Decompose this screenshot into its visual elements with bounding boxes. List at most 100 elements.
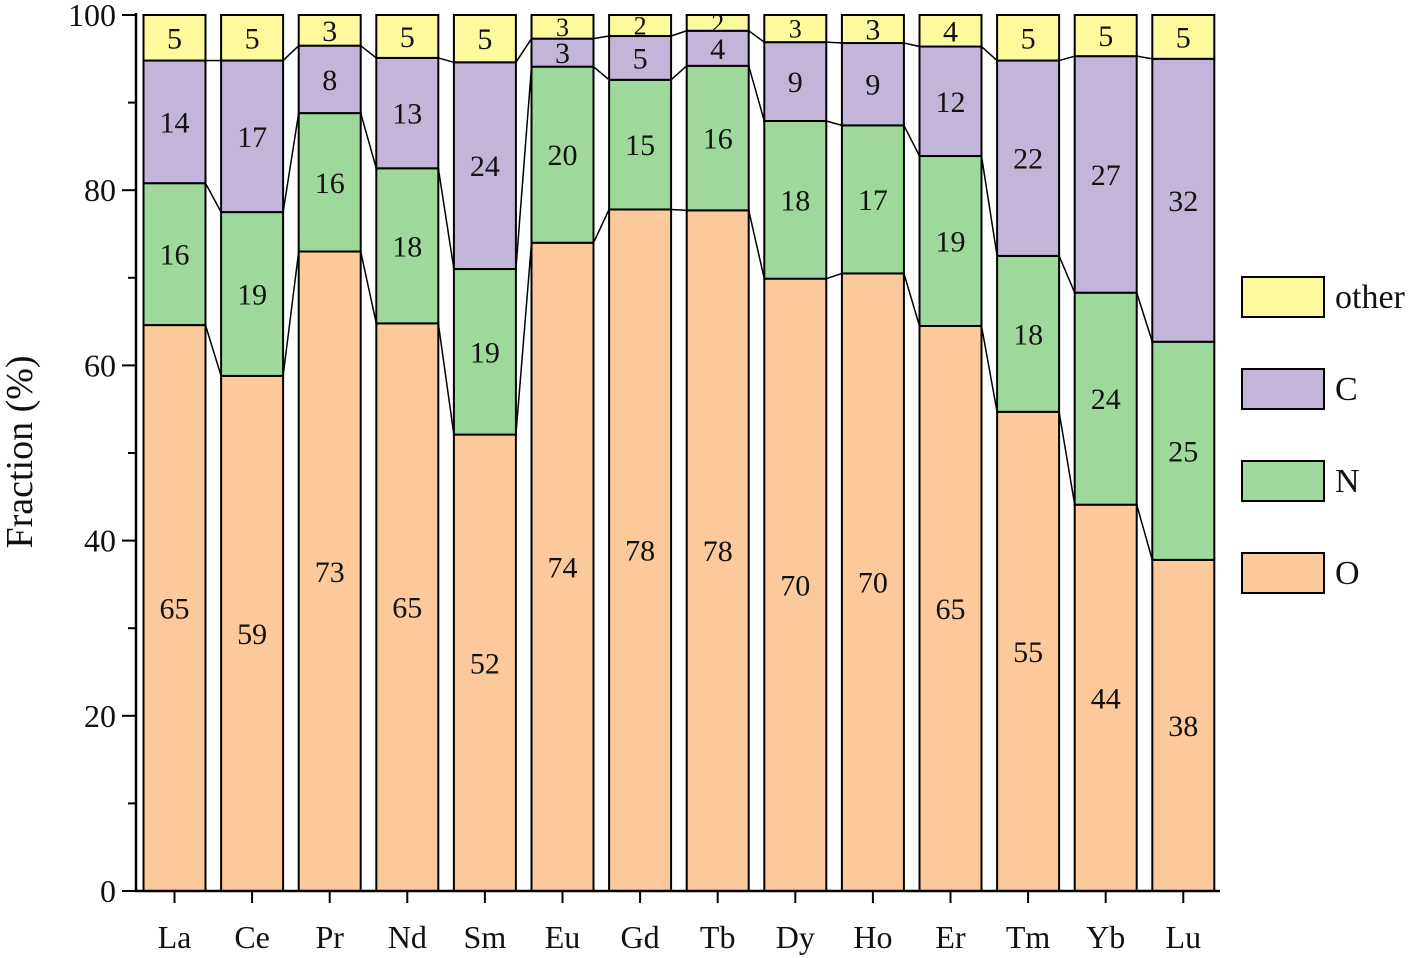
data-label-C-Tb: 4 — [710, 33, 725, 66]
bar-segment-O-Sm — [452, 433, 517, 892]
connector-C-Er-Tm — [980, 45, 998, 62]
bar-segment-O-Gd — [608, 208, 673, 893]
y-tick-labels: 0 20 40 60 80 100 — [68, 0, 116, 909]
data-label-N-Yb: 24 — [1091, 383, 1121, 416]
bar-segment-C-Tm — [996, 59, 1061, 257]
legend-swatch-O — [1241, 552, 1325, 594]
data-label-C-Lu: 32 — [1168, 185, 1198, 218]
data-label-C-Ce: 17 — [237, 121, 267, 154]
data-label-N-Lu: 25 — [1168, 435, 1198, 468]
bar-segment-other-La — [142, 14, 207, 62]
data-label-N-Tb: 16 — [703, 123, 733, 156]
legend-label-other: other — [1335, 279, 1406, 316]
bar-segment-C-Pr — [297, 44, 362, 115]
data-label-N-Eu: 20 — [548, 139, 578, 172]
bar-segment-N-Sm — [452, 268, 517, 436]
x-tick-labels: La Ce Pr Nd Sm Eu Gd Tb Dy Ho Er Tm Yb Lu — [158, 919, 1201, 955]
data-label-C-Gd: 5 — [633, 42, 648, 75]
data-label-O-Er: 65 — [936, 593, 966, 626]
bar-segment-N-La — [142, 182, 207, 327]
bar-segment-O-Yb — [1073, 503, 1138, 892]
data-label-C-Tm: 22 — [1013, 143, 1043, 176]
x-tick-label-Yb: Yb — [1086, 919, 1125, 955]
x-tick-label-Er: Er — [935, 919, 966, 955]
bar-segment-N-Pr — [297, 112, 362, 253]
y-tick-label-0: 0 — [100, 873, 116, 909]
bar-segment-N-Tb — [685, 64, 750, 212]
connector-N-Sm-Eu — [515, 66, 533, 270]
connector-O-Er-Tm — [980, 325, 998, 412]
bar-segment-other-Tm — [996, 14, 1061, 62]
data-label-C-Eu: 3 — [555, 37, 570, 70]
x-tick-label-Ce: Ce — [234, 919, 270, 955]
data-label-other-Dy: 3 — [789, 15, 802, 44]
data-label-O-La: 65 — [160, 593, 190, 626]
data-label-other-Pr: 3 — [322, 15, 337, 48]
data-label-O-Eu: 74 — [548, 551, 578, 584]
x-tick-label-Tm: Tm — [1006, 919, 1051, 955]
bar-segment-other-Tb — [685, 14, 750, 32]
x-tick-label-Pr: Pr — [315, 919, 344, 955]
bar-segment-C-Tb — [685, 29, 750, 67]
data-label-other-Ho: 3 — [865, 14, 880, 47]
data-label-O-Lu: 38 — [1168, 710, 1198, 743]
connector-O-Nd-Sm — [437, 323, 455, 435]
legend-label-O: O — [1335, 555, 1360, 592]
legend-swatch-other — [1241, 276, 1325, 318]
data-label-other-Lu: 5 — [1176, 21, 1191, 54]
connector-lines-layer — [204, 30, 1154, 561]
connector-C-Sm-Eu — [515, 38, 533, 63]
connector-C-Yb-Lu — [1136, 55, 1153, 60]
x-tick-label-Dy: Dy — [776, 919, 815, 955]
data-label-C-Nd: 13 — [392, 98, 422, 131]
x-tick-label-Ho: Ho — [853, 919, 892, 955]
x-tick-label-Nd: Nd — [388, 919, 427, 955]
connector-N-Ce-Pr — [282, 112, 300, 213]
x-tick-label-Gd: Gd — [621, 919, 660, 955]
bar-segment-C-Ce — [220, 59, 285, 214]
data-label-O-Sm: 52 — [470, 647, 500, 680]
connector-O-Eu-Gd — [592, 209, 610, 244]
connector-C-Dy-Ho — [826, 41, 842, 44]
bar-segment-C-Sm — [452, 61, 517, 271]
data-label-N-Gd: 15 — [625, 129, 655, 162]
y-tick-label-80: 80 — [84, 172, 116, 208]
connector-N-Dy-Ho — [826, 120, 843, 127]
bar-segment-O-Ho — [840, 272, 905, 893]
data-label-N-Er: 19 — [936, 226, 966, 259]
bar-segment-O-Lu — [1151, 558, 1216, 892]
bar-segment-other-Ce — [220, 14, 285, 62]
connector-O-Gd-Tb — [671, 208, 687, 212]
data-label-other-La: 5 — [167, 22, 182, 55]
connector-N-La-Ce — [204, 182, 222, 213]
connector-N-Nd-Sm — [437, 168, 455, 270]
bar-segment-O-Er — [918, 324, 983, 893]
x-tick-label-Tb: Tb — [700, 919, 736, 955]
bar-segment-other-Er — [918, 14, 983, 48]
data-label-O-Ho: 70 — [858, 567, 888, 600]
bar-segment-N-Tm — [996, 254, 1061, 413]
x-tick-label-Lu: Lu — [1166, 919, 1202, 955]
bar-segment-N-Ho — [840, 124, 905, 275]
data-label-N-Tm: 18 — [1013, 318, 1043, 351]
y-axis-label: Fraction (%) — [0, 355, 41, 548]
bar-segment-C-Er — [918, 45, 983, 158]
connector-O-Pr-Nd — [359, 251, 378, 324]
connector-O-Yb-Lu — [1135, 504, 1154, 561]
x-tick-label-Eu: Eu — [545, 919, 581, 955]
data-label-C-La: 14 — [160, 106, 190, 139]
connector-C-Ce-Pr — [282, 45, 300, 62]
data-label-other-Yb: 5 — [1098, 20, 1113, 53]
connector-O-Ho-Er — [903, 273, 921, 327]
data-label-O-Tm: 55 — [1013, 636, 1043, 669]
connector-N-Tb-Dy — [747, 65, 766, 122]
y-tick-label-60: 60 — [84, 347, 116, 383]
connector-N-Er-Tm — [980, 155, 998, 257]
data-label-C-Pr: 8 — [322, 64, 337, 97]
connector-O-La-Ce — [204, 324, 222, 377]
connector-C-Ho-Er — [903, 42, 920, 48]
data-label-C-Sm: 24 — [470, 150, 500, 183]
connector-N-Eu-Gd — [593, 66, 610, 81]
bar-segment-other-Yb — [1073, 14, 1138, 58]
